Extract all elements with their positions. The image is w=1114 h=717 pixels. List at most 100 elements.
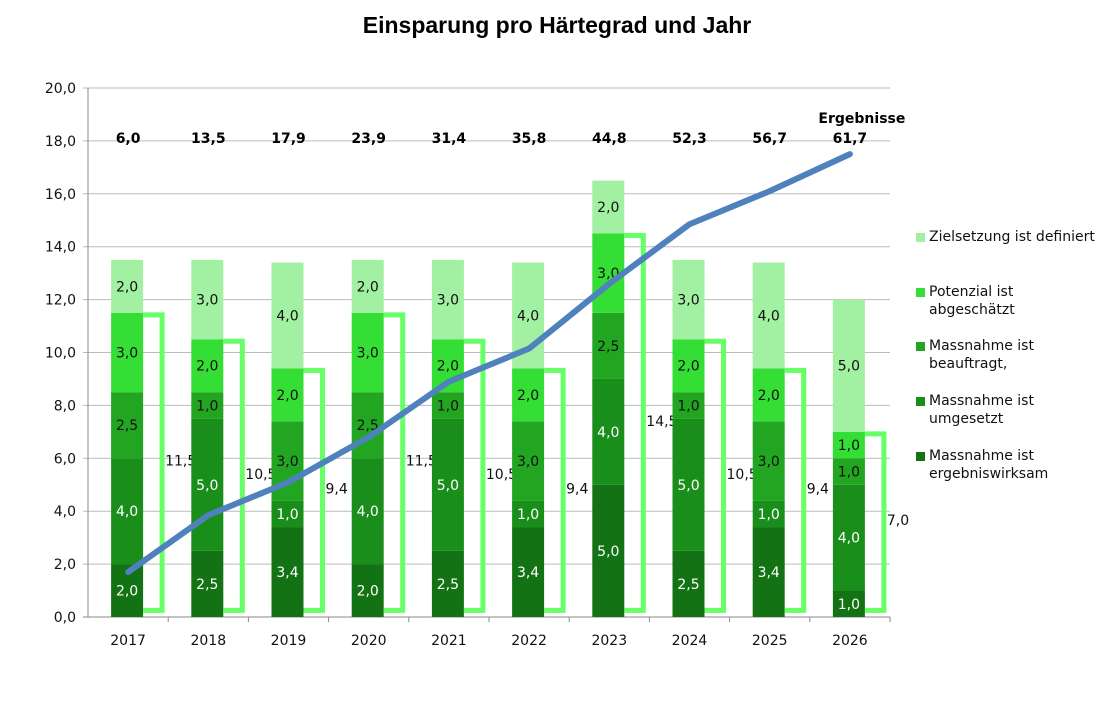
bar-segment [592, 378, 625, 485]
legend-item: Potenzial ist abgeschätzt [916, 283, 1039, 319]
result-label: 17,9 [271, 131, 306, 147]
chart-title: Einsparung pro Härtegrad und Jahr [362, 12, 752, 38]
x-tick-label: 2023 [591, 633, 627, 649]
y-tick-label: 8,0 [54, 398, 76, 414]
bar-segment [111, 392, 144, 459]
bar-segment [191, 550, 224, 617]
bar-segment [351, 259, 384, 313]
bar-label: 2,5 [597, 339, 619, 355]
legend-item: Massnahme ist beauftragt, [916, 337, 1039, 373]
bar-label: 1,0 [758, 507, 780, 523]
bar-segment [271, 527, 304, 617]
y-tick-label: 12,0 [45, 293, 76, 309]
bar-label: 5,0 [597, 544, 619, 560]
x-tick-label: 2024 [672, 633, 708, 649]
bracket [223, 338, 245, 613]
legend-label: Potenzial ist abgeschätzt [929, 284, 1015, 318]
bar-label: 4,0 [357, 504, 379, 520]
result-label: 6,0 [116, 131, 141, 147]
bar-segment [431, 418, 464, 551]
bar-label: 2,0 [437, 359, 459, 375]
legend-label: Zielsetzung ist definiert [929, 229, 1095, 245]
bar-label: 1,0 [838, 465, 860, 481]
result-label: 35,8 [512, 131, 547, 147]
bar-label: 2,0 [196, 359, 218, 375]
bar-segment [592, 484, 625, 617]
bracket [544, 367, 566, 613]
trend-line [125, 151, 853, 576]
y-tick-label: 20,0 [45, 81, 76, 97]
bar-segment [832, 431, 865, 459]
bar-segment [351, 564, 384, 617]
bar-label: 3,4 [758, 565, 780, 581]
y-tick-label: 2,0 [54, 557, 76, 573]
bracket [143, 312, 165, 613]
bracket-label: 11,5 [165, 454, 196, 470]
bar-label: 2,0 [116, 584, 138, 600]
bar-label: 2,0 [357, 584, 379, 600]
bar-segment [191, 259, 224, 340]
bar-segment [111, 259, 144, 313]
legend-item: Massnahme ist umgesetzt [916, 392, 1039, 428]
bar-segment [832, 484, 865, 591]
bar-label: 1,0 [437, 398, 459, 414]
bar-segment [191, 392, 224, 419]
bar-label: 4,0 [116, 504, 138, 520]
bar-label: 3,0 [196, 293, 218, 309]
x-tick-label: 2018 [190, 633, 226, 649]
legend-label: Massnahme ist umgesetzt [929, 393, 1034, 427]
legend-item: Zielsetzung ist definiert [916, 228, 1114, 246]
y-tick-label: 6,0 [54, 451, 76, 467]
bracket-label: 10,5 [727, 467, 758, 483]
bar-segment [512, 421, 545, 501]
bar-label: 2,0 [276, 388, 298, 404]
bracket-label: 10,5 [486, 467, 517, 483]
x-tick-label: 2019 [271, 633, 307, 649]
legend-swatch [916, 342, 925, 351]
bar-label: 4,0 [276, 308, 298, 324]
bar-label: 3,0 [517, 454, 539, 470]
bar-segment [592, 180, 625, 234]
bar-segment [592, 312, 625, 379]
result-label: 52,3 [672, 131, 707, 147]
bracket [383, 312, 406, 613]
bar-segment [351, 392, 384, 459]
bar-label: 2,0 [677, 359, 699, 375]
bar-segment [672, 339, 705, 393]
bar-segment [351, 458, 384, 565]
y-tick-label: 10,0 [45, 346, 76, 362]
bar-segment [672, 392, 705, 419]
bar-segment [431, 550, 464, 617]
bar-segment [752, 262, 785, 369]
legend-item: Massnahme ist ergebniswirksam [916, 447, 1048, 483]
bar-label: 3,4 [276, 565, 298, 581]
bar-label: 3,0 [357, 346, 379, 362]
bar-label: 1,0 [838, 597, 860, 613]
bar-segment [111, 312, 144, 393]
bar-segment [672, 418, 705, 551]
bar-label: 1,0 [838, 438, 860, 454]
legend-swatch [916, 288, 925, 297]
bracket [624, 232, 646, 613]
legend-swatch [916, 452, 925, 461]
bracket-label: 9,4 [566, 481, 588, 497]
bar-label: 3,0 [437, 293, 459, 309]
bar-segment [752, 368, 785, 422]
bar-label: 5,0 [838, 359, 860, 375]
y-tick-label: 0,0 [54, 610, 76, 626]
bar-segment [191, 339, 224, 393]
bar-label: 3,0 [276, 454, 298, 470]
y-tick-label: 18,0 [45, 134, 76, 150]
bar-label: 3,4 [517, 565, 539, 581]
legend-label: Massnahme ist beauftragt, [929, 338, 1034, 372]
bar-segment [672, 259, 705, 340]
bar-segment [832, 458, 865, 485]
bar-label: 4,0 [758, 308, 780, 324]
bar-segment [431, 392, 464, 419]
x-tick-label: 2025 [752, 633, 788, 649]
bar-label: 2,5 [116, 418, 138, 434]
result-label: 44,8 [592, 131, 627, 147]
bracket [303, 367, 325, 613]
